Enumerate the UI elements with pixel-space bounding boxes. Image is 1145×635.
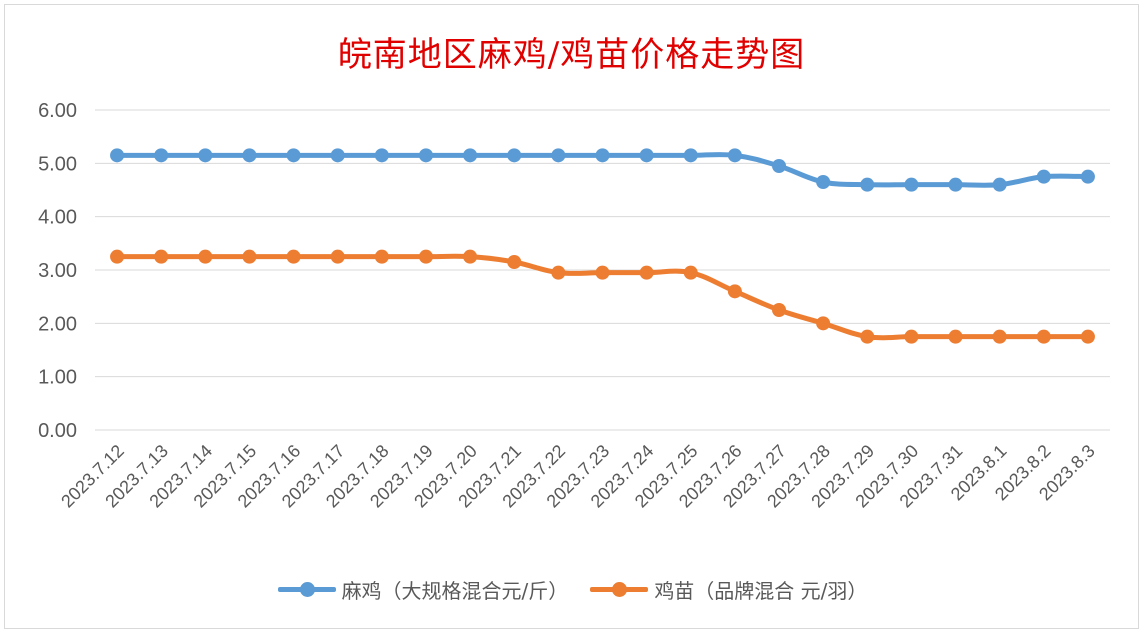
data-point — [242, 249, 257, 264]
data-point — [286, 148, 301, 163]
y-tick-label: 4.00 — [38, 207, 77, 229]
legend-marker-series-1 — [299, 582, 315, 597]
data-point — [772, 159, 787, 173]
data-point — [639, 148, 654, 163]
y-tick-label: 6.00 — [38, 100, 77, 122]
data-point — [1036, 329, 1051, 344]
data-point — [1036, 169, 1051, 184]
data-point — [992, 329, 1007, 344]
legend-marker-series-2 — [612, 582, 628, 597]
data-point — [860, 177, 875, 192]
data-point — [154, 249, 169, 264]
data-point — [374, 148, 389, 163]
data-point — [948, 177, 963, 192]
data-point — [198, 249, 213, 264]
y-tick-label: 3.00 — [38, 260, 77, 282]
data-point — [860, 329, 875, 344]
data-point — [595, 265, 610, 280]
legend-item-series-1: 麻鸡（大规格混合元/斤） — [277, 575, 569, 604]
data-point — [727, 284, 742, 299]
data-point — [1080, 169, 1095, 184]
y-tick-label: 0.00 — [38, 420, 77, 442]
legend-swatch-series-1 — [277, 579, 336, 599]
data-point — [198, 148, 213, 163]
data-point — [727, 148, 742, 163]
data-point — [816, 175, 831, 189]
legend-swatch-series-2 — [590, 579, 649, 599]
data-point — [463, 249, 478, 264]
data-point — [948, 329, 963, 344]
data-point — [418, 249, 433, 264]
data-point — [286, 249, 301, 264]
y-axis-ticks: 0.00 1.00 2.00 3.00 4.00 5.00 6.00 — [38, 100, 77, 442]
data-point — [330, 148, 345, 163]
y-tick-label: 2.00 — [38, 313, 77, 335]
data-point — [463, 148, 478, 163]
y-tick-label: 1.00 — [38, 367, 77, 389]
data-point — [507, 148, 522, 163]
data-point — [154, 148, 169, 163]
legend-label-series-2: 鸡苗（品牌混合 元/羽） — [654, 578, 868, 603]
data-point — [110, 249, 125, 264]
data-point — [242, 148, 257, 163]
chart-title: 皖南地区麻鸡/鸡苗价格走势图 — [337, 35, 806, 75]
data-point — [374, 249, 389, 264]
data-point — [772, 303, 787, 317]
legend-item-series-2: 鸡苗（品牌混合 元/羽） — [590, 575, 867, 604]
data-point — [904, 329, 919, 344]
data-point — [683, 148, 698, 163]
chart-frame: 皖南地区麻鸡/鸡苗价格走势图 — [4, 4, 1139, 629]
data-point — [551, 148, 566, 163]
data-point — [551, 265, 566, 280]
data-point — [595, 148, 610, 163]
series-lines — [110, 148, 1095, 344]
data-point — [816, 316, 831, 331]
data-point — [110, 148, 125, 163]
legend: 麻鸡（大规格混合元/斤） 鸡苗（品牌混合 元/羽） — [0, 574, 1145, 604]
data-point — [904, 177, 919, 192]
data-point — [992, 177, 1007, 192]
data-point — [639, 265, 654, 280]
data-point — [330, 249, 345, 264]
gridlines — [95, 109, 1110, 431]
data-point — [683, 265, 698, 280]
y-tick-label: 5.00 — [38, 153, 77, 175]
x-axis-ticks: 2023.7.122023.7.132023.7.142023.7.152023… — [57, 441, 1099, 512]
data-point — [507, 255, 522, 269]
data-point — [1080, 329, 1095, 344]
legend-label-series-1: 麻鸡（大规格混合元/斤） — [341, 578, 569, 603]
data-point — [418, 148, 433, 163]
